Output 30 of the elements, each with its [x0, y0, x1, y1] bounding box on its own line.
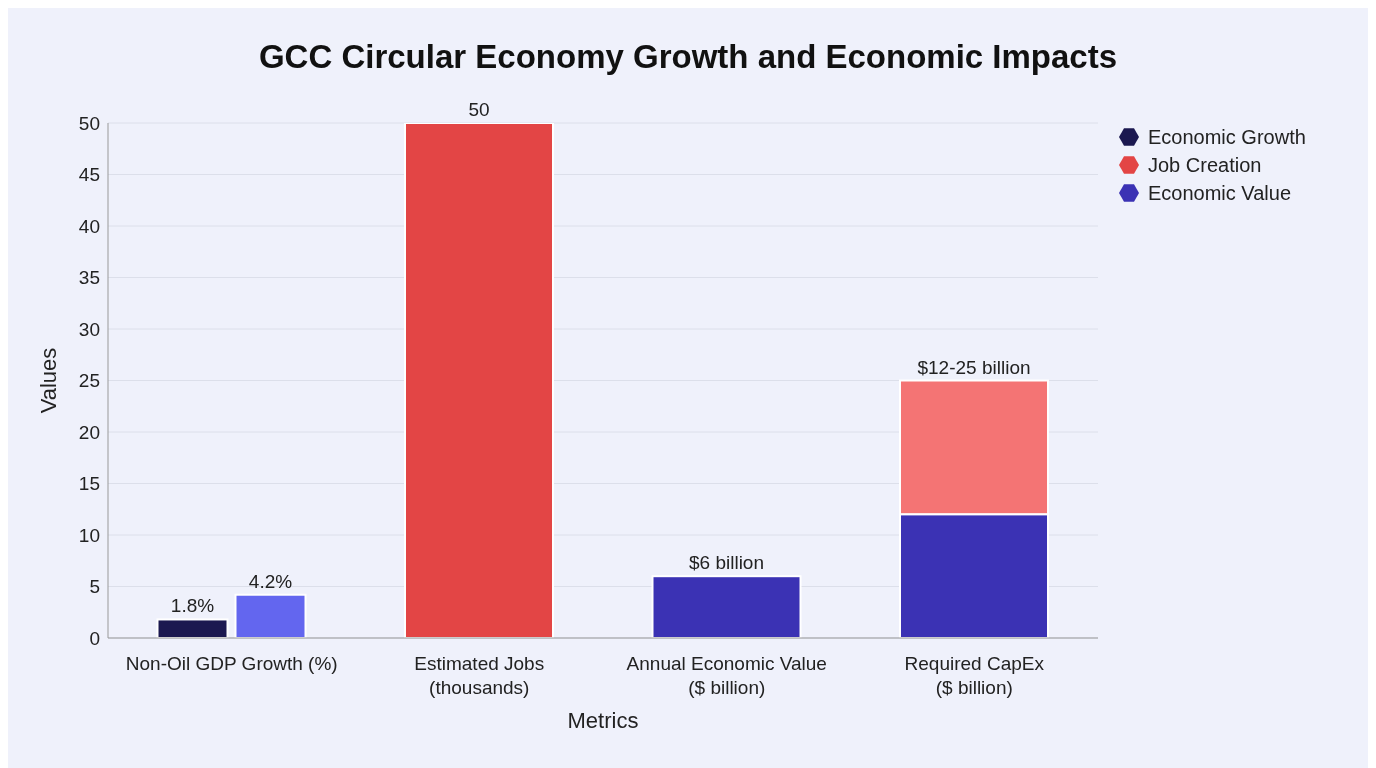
data-label: $6 billion	[689, 552, 764, 574]
bar	[651, 575, 802, 638]
x-tick-label: Required CapEx ($ billion)	[904, 653, 1045, 698]
bar	[156, 618, 229, 638]
data-label: 1.8%	[170, 595, 215, 617]
y-tick-label: 15	[78, 473, 100, 495]
legend-label: Economic Growth	[1148, 125, 1306, 149]
bar	[404, 123, 554, 638]
y-tick-label: 50	[78, 112, 100, 134]
data-label: 4.2%	[248, 570, 293, 592]
y-tick-label: 10	[78, 524, 100, 546]
x-tick-label: Non-Oil GDP Growth (%)	[125, 653, 338, 674]
x-tick-label: Estimated Jobs (thousands)	[414, 653, 545, 698]
y-tick-label: 40	[78, 215, 100, 237]
bar	[234, 593, 307, 638]
y-tick-label: 20	[78, 421, 100, 443]
y-tick-label: 35	[78, 267, 100, 289]
x-axis-title: Metrics	[567, 708, 639, 733]
x-tick-label: Annual Economic Value ($ billion)	[626, 653, 827, 698]
legend-label: Job Creation	[1148, 153, 1262, 177]
y-tick-label: 0	[89, 627, 100, 649]
chart-title: GCC Circular Economy Growth and Economic Impacts	[257, 37, 1119, 77]
y-tick-label: 5	[89, 576, 100, 598]
y-tick-label: 45	[78, 164, 100, 186]
legend-label: Economic Value	[1148, 181, 1292, 205]
data-label: 50	[468, 99, 490, 120]
y-axis-title: Values	[35, 347, 61, 414]
y-tick-label: 25	[78, 370, 100, 392]
y-tick-label: 30	[78, 318, 100, 340]
data-label: $12-25 billion	[917, 356, 1031, 378]
